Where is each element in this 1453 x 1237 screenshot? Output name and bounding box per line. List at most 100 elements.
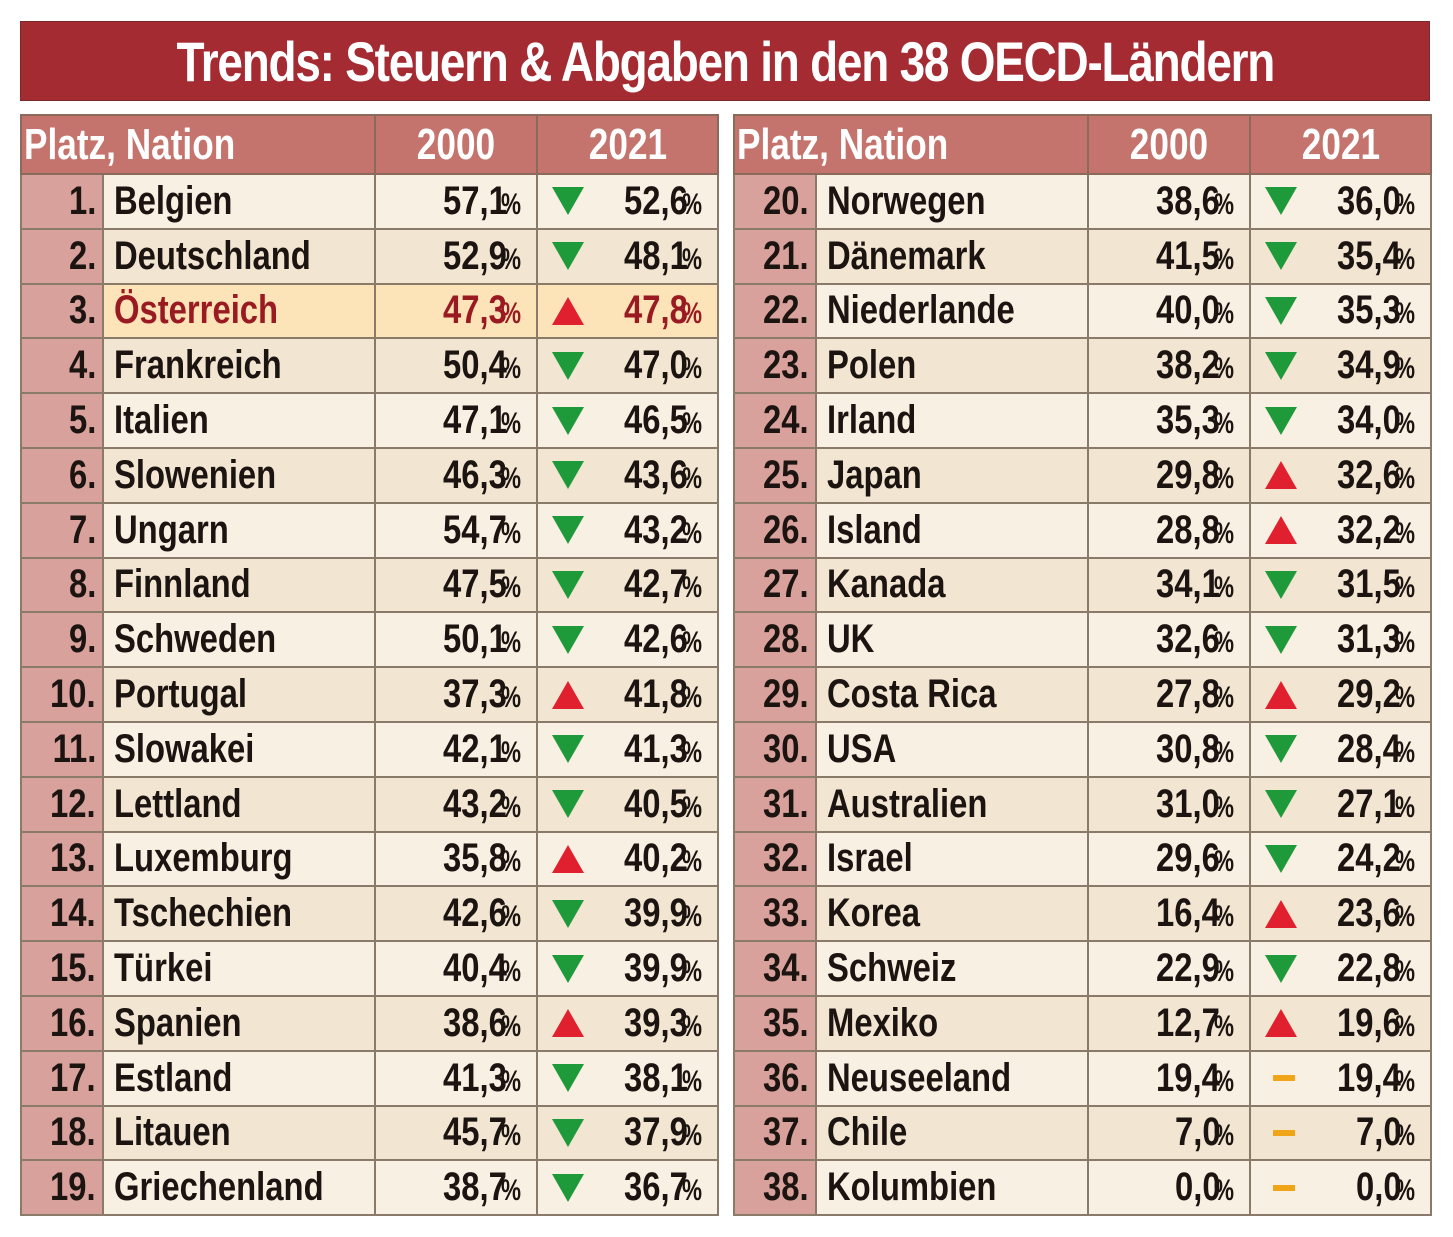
nation-cell: Japan xyxy=(815,446,1089,504)
nation-cell: Dänemark xyxy=(815,227,1089,285)
value-2000: 12,7 xyxy=(1156,1000,1221,1045)
value-2000-cell: 38,7% xyxy=(374,1159,538,1217)
value-2000-cell: 41,3% xyxy=(374,1049,538,1107)
header-2021-label: 2021 xyxy=(1301,119,1380,169)
nation-name: Schweiz xyxy=(827,946,957,991)
nation-cell: Norwegen xyxy=(815,173,1089,230)
value-2021-cell: 0,0% xyxy=(1249,1159,1432,1217)
nation-cell: Litauen xyxy=(102,1104,376,1162)
percent-sign: % xyxy=(682,1009,703,1043)
value-2021: 43,2 xyxy=(624,507,689,552)
value-2000: 50,4 xyxy=(443,343,508,388)
rank-number: 32. xyxy=(763,836,809,881)
table-row: 28. UK 32,6% 31,3% xyxy=(733,611,1432,669)
nation-cell: Ungarn xyxy=(102,501,376,559)
value-2000: 43,2 xyxy=(443,781,508,826)
triangle-down-icon xyxy=(552,461,584,490)
rank-cell: 29. xyxy=(733,666,817,723)
percent-sign: % xyxy=(501,955,522,989)
table-row: 9. Schweden 50,1% 42,6% xyxy=(20,611,719,669)
nation-name: Deutschland xyxy=(114,233,311,278)
rank-cell: 30. xyxy=(733,720,817,778)
percent-sign: % xyxy=(682,681,703,715)
percent-sign: % xyxy=(501,845,522,879)
header-2000-label: 2000 xyxy=(1129,119,1209,169)
value-2000: 32,6 xyxy=(1156,617,1221,662)
triangle-down-icon xyxy=(552,1064,584,1093)
rank-number: 27. xyxy=(763,562,809,607)
rank-cell: 20. xyxy=(733,173,817,230)
value-2021: 36,0 xyxy=(1337,178,1402,223)
value-2021-cell: 19,6% xyxy=(1249,994,1432,1052)
percent-sign: % xyxy=(1214,681,1235,715)
value-2021-cell: 43,6% xyxy=(536,446,719,504)
value-2000-cell: 41,5% xyxy=(1087,227,1251,285)
percent-sign: % xyxy=(1214,407,1235,441)
nation-name: Dänemark xyxy=(827,233,986,278)
value-2021-cell: 42,7% xyxy=(536,556,719,614)
value-2021: 27,1 xyxy=(1337,781,1402,826)
table-row: 22. Niederlande 40,0% 35,3% xyxy=(733,282,1432,340)
value-2000: 27,8 xyxy=(1156,672,1221,717)
value-2000: 52,9 xyxy=(443,233,508,278)
table-row: 15. Türkei 40,4% 39,9% xyxy=(20,940,719,997)
nation-cell: Polen xyxy=(815,337,1089,395)
table-row: 37. Chile 7,0% 7,0% xyxy=(733,1104,1432,1162)
header-2000: 2000 xyxy=(374,114,538,175)
value-2000: 47,3 xyxy=(443,288,508,333)
value-2021: 39,9 xyxy=(624,891,689,936)
nation-name: Griechenland xyxy=(114,1165,324,1210)
percent-sign: % xyxy=(1214,735,1235,769)
nation-cell: USA xyxy=(815,720,1089,778)
nation-cell: Italien xyxy=(102,392,376,449)
nation-name: Italien xyxy=(114,398,209,443)
value-2021-cell: 48,1% xyxy=(536,227,719,285)
table-row: 21. Dänemark 41,5% 35,4% xyxy=(733,227,1432,285)
rank-cell: 34. xyxy=(733,940,817,997)
percent-sign: % xyxy=(1214,1009,1235,1043)
rank-number: 24. xyxy=(763,398,809,443)
rank-cell: 28. xyxy=(733,611,817,669)
value-2021-cell: 34,0% xyxy=(1249,392,1432,449)
rank-number: 10. xyxy=(50,672,96,717)
value-2021: 40,2 xyxy=(624,836,689,881)
percent-sign: % xyxy=(1214,571,1235,605)
percent-sign: % xyxy=(501,900,522,934)
table-row: 34. Schweiz 22,9% 22,8% xyxy=(733,940,1432,997)
value-2021: 28,4 xyxy=(1337,726,1402,771)
value-2000: 16,4 xyxy=(1156,891,1221,936)
value-2021-cell: 46,5% xyxy=(536,392,719,449)
rank-number: 18. xyxy=(50,1110,96,1155)
percent-sign: % xyxy=(501,461,522,495)
value-2021: 24,2 xyxy=(1337,836,1402,881)
value-2021: 38,1 xyxy=(624,1055,689,1100)
percent-sign: % xyxy=(1395,516,1416,550)
percent-sign: % xyxy=(501,187,522,221)
rank-number: 8. xyxy=(68,562,96,607)
value-2000-cell: 54,7% xyxy=(374,501,538,559)
value-2000-cell: 50,4% xyxy=(374,337,538,395)
rank-number: 20. xyxy=(763,178,809,223)
table-row: 4. Frankreich 50,4% 47,0% xyxy=(20,337,719,395)
rank-cell: 10. xyxy=(20,666,104,723)
triangle-down-icon xyxy=(1265,187,1297,216)
percent-sign: % xyxy=(501,242,522,276)
nation-name: Slowakei xyxy=(114,726,255,771)
value-2021-cell: 27,1% xyxy=(1249,775,1432,833)
nation-cell: Lettland xyxy=(102,775,376,833)
table-row: 33. Korea 16,4% 23,6% xyxy=(733,885,1432,943)
value-2000-cell: 7,0% xyxy=(1087,1104,1251,1162)
rank-cell: 35. xyxy=(733,994,817,1052)
value-2000: 0,0 xyxy=(1174,1165,1221,1210)
percent-sign: % xyxy=(682,790,703,824)
nation-cell: Kolumbien xyxy=(815,1159,1089,1217)
value-2021-cell: 40,5% xyxy=(536,775,719,833)
value-2000-cell: 16,4% xyxy=(1087,885,1251,943)
rank-cell: 9. xyxy=(20,611,104,669)
nation-name: Schweden xyxy=(114,617,277,662)
value-2000: 19,4 xyxy=(1156,1055,1221,1100)
nation-name: Israel xyxy=(827,836,913,881)
value-2021: 7,0 xyxy=(1355,1110,1402,1155)
percent-sign: % xyxy=(501,681,522,715)
rank-cell: 36. xyxy=(733,1049,817,1107)
